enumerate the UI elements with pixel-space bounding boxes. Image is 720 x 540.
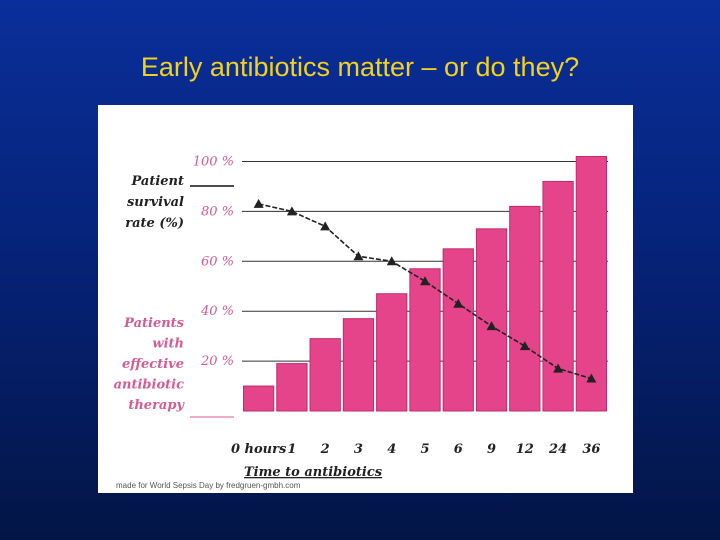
- bar: [409, 268, 441, 412]
- y-tick-label: 20 %: [200, 354, 234, 369]
- bar: [342, 318, 375, 412]
- line-point: [519, 341, 530, 351]
- survival-line: [258, 203, 592, 380]
- line-point: [253, 198, 264, 208]
- line-point: [286, 206, 297, 216]
- x-tick-label: 24: [548, 442, 567, 457]
- bar: [276, 363, 308, 412]
- x-tick-label: 1: [287, 442, 296, 457]
- survival-chart: 100 %80 %60 %40 %20 %0 hours 1 2 3 4 5 6 9 12 24 3…: [114, 154, 608, 480]
- y-tick-label: 100 %: [193, 154, 234, 169]
- y-tick-label: 80 %: [201, 204, 234, 219]
- chart-panel: 100 % 80 % 60 % 40 % 20 % 0 hours 1 2 3 4 5 6 9 12 24 3…: [98, 105, 633, 493]
- legend-bar-label: effective: [122, 357, 184, 372]
- chart-labels: 100 %80 %60 %40 %20 %0 hours 1 2 3 4 5 6 9 12 24 3…: [114, 154, 601, 480]
- bar: [442, 248, 474, 412]
- x-tick-label: 3: [354, 442, 363, 457]
- x-axis-title: Time to antibiotics: [244, 465, 383, 480]
- x-tick-label: 9: [487, 442, 496, 457]
- chart-credit: made for World Sepsis Day by fredgruen-g…: [116, 481, 301, 490]
- line-point: [486, 321, 497, 331]
- legend-bar-label: with: [152, 337, 184, 352]
- x-tick-label: 2: [320, 442, 330, 457]
- line-point: [586, 373, 597, 383]
- bar: [243, 385, 275, 412]
- legend-line-label: rate (%): [125, 216, 184, 231]
- y-tick-label: 40 %: [200, 304, 234, 319]
- bar: [309, 338, 341, 412]
- survival-line-series: [253, 198, 597, 383]
- legend-bar-label: Patients: [123, 316, 185, 331]
- line-point: [386, 256, 397, 266]
- bar: [542, 180, 574, 412]
- legend-line-label: survival: [127, 195, 184, 210]
- y-tick-label: 60 %: [201, 254, 234, 269]
- x-tick-label: 36: [582, 442, 600, 457]
- legend-bar-label: antibiotic: [114, 378, 184, 393]
- line-point: [420, 276, 430, 286]
- slide-title: Early antibiotics matter – or do they?: [140, 52, 580, 82]
- x-tick-label: 4: [387, 442, 396, 457]
- x-tick-label: 0 hours: [231, 442, 287, 457]
- line-point: [353, 251, 364, 261]
- legend-line-label: Patient: [130, 174, 184, 189]
- line-point: [453, 298, 464, 308]
- legend-bar-label: therapy: [128, 398, 185, 413]
- line-point: [320, 221, 331, 231]
- bar: [509, 205, 541, 412]
- bar: [376, 293, 408, 412]
- bar: [575, 155, 607, 412]
- x-tick-label: 12: [516, 442, 534, 457]
- x-tick-label: 6: [454, 442, 463, 457]
- line-point: [553, 363, 564, 373]
- x-tick-label: 5: [420, 442, 429, 457]
